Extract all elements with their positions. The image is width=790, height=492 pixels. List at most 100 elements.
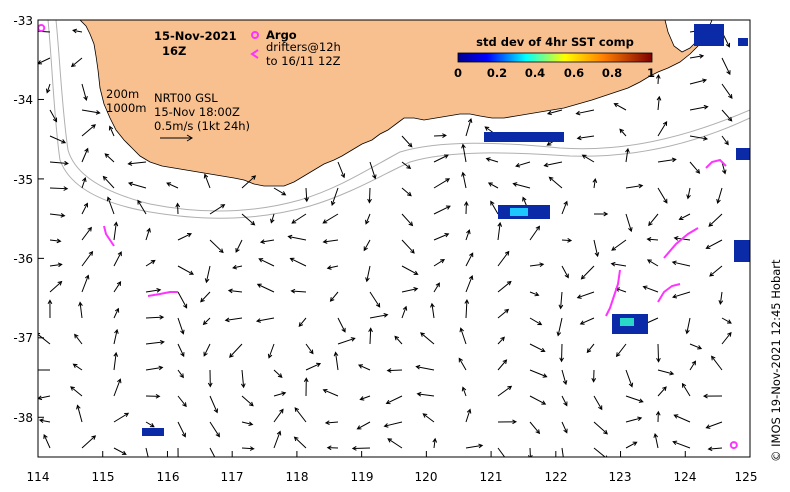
current-arrow <box>721 135 729 146</box>
current-arrow <box>721 83 733 99</box>
current-arrow <box>326 445 339 451</box>
current-arrow <box>401 265 419 275</box>
current-arrow <box>177 343 185 358</box>
current-arrow <box>241 395 254 407</box>
current-arrow <box>177 291 188 309</box>
argo-legend-icon <box>251 31 259 39</box>
product-time: 15-Nov 18:00Z <box>154 105 240 119</box>
current-arrow <box>305 343 314 355</box>
current-arrow <box>102 175 115 189</box>
current-arrow <box>656 95 662 111</box>
current-arrow <box>430 302 435 319</box>
current-arrow <box>209 395 219 414</box>
current-arrow <box>689 161 701 174</box>
plot-frame <box>37 19 751 458</box>
current-arrow <box>593 395 603 411</box>
current-arrow <box>586 343 595 354</box>
current-arrow <box>145 314 165 320</box>
x-tick-114: 114 <box>27 470 50 484</box>
current-arrow <box>106 196 115 215</box>
current-arrow <box>718 291 724 305</box>
argo-float-marker <box>729 441 738 450</box>
current-arrow <box>529 395 547 405</box>
current-arrow <box>81 83 88 101</box>
current-arrow <box>369 313 389 319</box>
current-arrow <box>401 187 412 197</box>
current-arrow <box>625 441 638 449</box>
current-arrow <box>401 287 419 293</box>
current-arrow <box>259 239 275 244</box>
current-arrow <box>209 447 216 457</box>
current-arrow <box>290 288 307 294</box>
current-arrow <box>646 259 659 267</box>
current-arrow <box>625 369 634 388</box>
current-arrow <box>465 443 484 449</box>
current-arrow <box>401 305 408 319</box>
current-arrow <box>580 265 595 280</box>
current-arrow <box>546 109 563 116</box>
current-arrow <box>657 386 667 397</box>
current-arrow <box>305 362 322 371</box>
drifter-legend-label-2: to 16/11 12Z <box>266 54 341 68</box>
current-arrow <box>561 369 568 386</box>
current-arrow <box>625 183 644 189</box>
current-arrow <box>497 336 505 345</box>
current-arrow <box>326 265 339 270</box>
current-arrow <box>365 265 371 283</box>
current-arrow <box>653 432 659 449</box>
current-arrow <box>657 120 668 137</box>
current-arrow <box>461 143 467 163</box>
current-arrow <box>561 238 573 243</box>
current-arrow <box>365 213 371 225</box>
map-date: 15-Nov-2021 <box>154 29 237 43</box>
current-arrow <box>655 73 661 85</box>
current-arrow <box>671 260 691 267</box>
current-arrow <box>49 238 62 244</box>
current-arrow <box>709 265 723 277</box>
current-arrow <box>241 175 257 189</box>
current-arrow <box>561 447 564 457</box>
current-arrow <box>593 211 609 217</box>
current-arrow <box>416 391 435 397</box>
current-arrow <box>465 408 472 423</box>
current-arrow <box>113 251 122 267</box>
current-arrow <box>363 239 371 252</box>
colorbar-tick-1: 0.2 <box>487 66 507 80</box>
current-arrow <box>386 368 403 373</box>
current-arrow <box>81 177 87 189</box>
current-arrow <box>515 161 531 168</box>
x-tick-120: 120 <box>415 470 438 484</box>
current-arrow <box>707 446 723 452</box>
current-arrow <box>461 386 467 397</box>
current-arrow <box>613 103 627 111</box>
current-arrow <box>485 157 499 163</box>
current-arrow <box>721 57 731 76</box>
current-arrow <box>329 291 339 302</box>
current-arrow <box>689 360 697 371</box>
current-arrow <box>359 395 371 401</box>
current-arrow <box>497 280 512 293</box>
x-tick-124: 124 <box>674 470 697 484</box>
contour-label-1000m: 1000m <box>106 101 146 115</box>
current-arrow <box>487 182 499 189</box>
current-arrow <box>529 343 546 353</box>
current-arrow <box>145 287 162 293</box>
current-arrow <box>113 307 120 319</box>
current-arrow <box>575 109 595 116</box>
current-arrow <box>49 109 58 123</box>
current-arrow <box>256 283 275 293</box>
current-arrow <box>464 299 470 319</box>
current-arrow <box>579 317 595 325</box>
current-arrow <box>625 213 633 233</box>
current-arrow <box>235 239 243 253</box>
current-arrow <box>127 161 147 166</box>
current-arrow <box>177 395 187 408</box>
current-arrow <box>145 393 161 399</box>
sst-stddev-patches <box>142 24 750 436</box>
current-arrow <box>324 420 339 426</box>
current-arrow <box>497 447 506 457</box>
current-arrow <box>113 447 127 455</box>
current-arrow <box>593 239 600 258</box>
y-tick-38: -38 <box>13 411 33 425</box>
current-arrow <box>646 237 659 242</box>
